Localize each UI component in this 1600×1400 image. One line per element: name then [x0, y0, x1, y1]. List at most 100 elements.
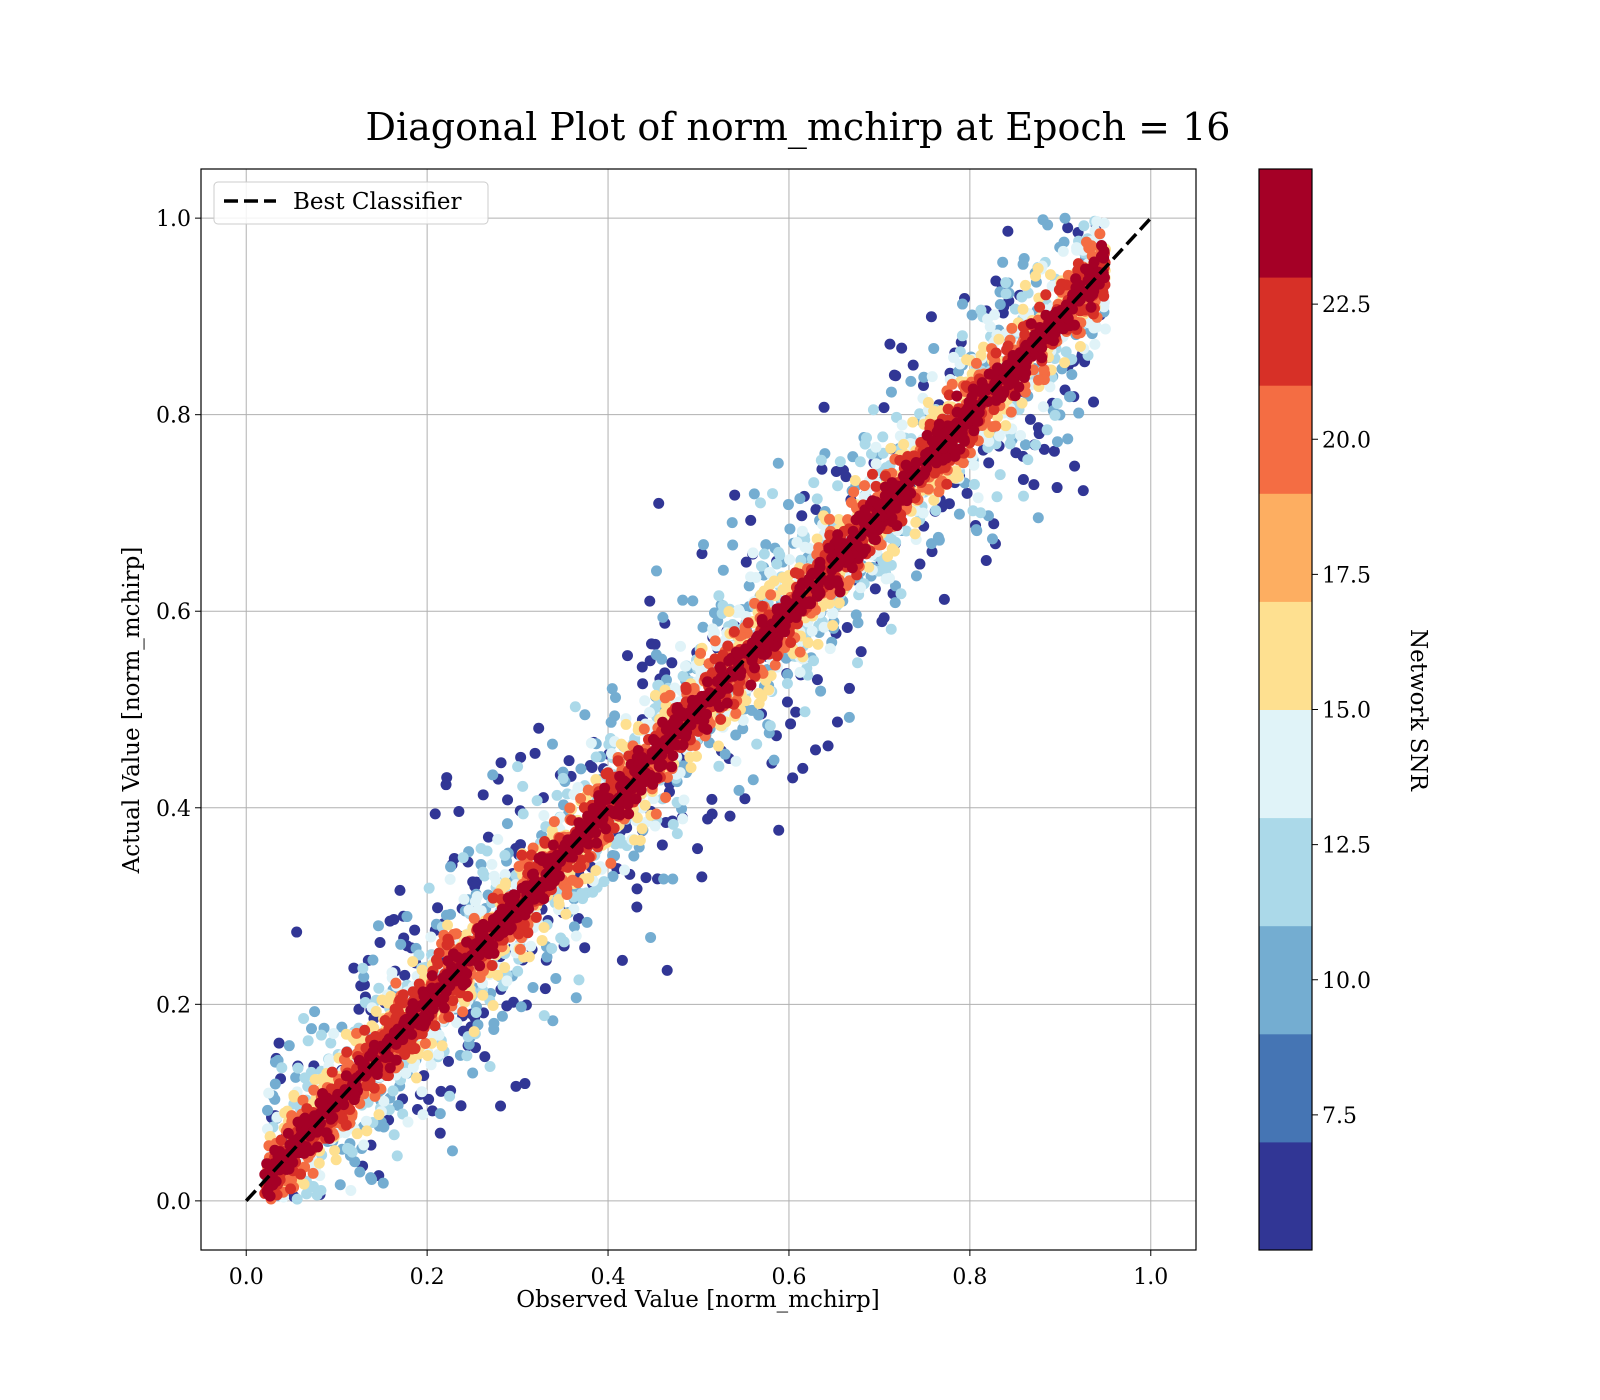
scatter-point	[966, 309, 978, 321]
scatter-point	[355, 980, 367, 992]
scatter-point	[811, 674, 823, 686]
scatter-point	[309, 1074, 321, 1086]
scatter-point	[803, 542, 815, 554]
scatter-point	[501, 975, 513, 987]
scatter-point	[445, 861, 457, 873]
scatter-point	[479, 1051, 491, 1063]
scatter-point	[1080, 236, 1092, 248]
scatter-point	[876, 616, 888, 628]
scatter-point	[986, 533, 998, 545]
scatter-point	[898, 438, 910, 450]
scatter-point	[680, 681, 692, 693]
scatter-point	[394, 884, 406, 896]
scatter-point	[1033, 374, 1045, 386]
scatter-point	[890, 580, 902, 592]
scatter-point	[590, 751, 602, 763]
scatter-point	[328, 1027, 340, 1039]
scatter-point	[696, 871, 708, 883]
scatter-point	[477, 789, 489, 801]
scatter-point	[715, 713, 727, 725]
scatter-point	[499, 869, 511, 881]
scatter-point	[843, 711, 855, 723]
scatter-point	[702, 813, 714, 825]
scatter-point	[550, 972, 562, 984]
scatter-point	[457, 852, 469, 864]
scatter-point	[990, 347, 1002, 359]
scatter-point	[499, 849, 511, 861]
scatter-point	[730, 729, 742, 741]
scatter-point	[397, 1108, 409, 1120]
scatter-point	[388, 913, 400, 925]
scatter-point	[680, 660, 692, 672]
scatter-point	[1099, 323, 1111, 335]
scatter-point	[644, 595, 656, 607]
scatter-point	[885, 623, 897, 635]
scatter-point	[740, 556, 752, 568]
scatter-point	[486, 858, 498, 870]
scatter-point	[888, 545, 900, 557]
scatter-point	[896, 342, 908, 354]
scatter-point	[794, 493, 806, 505]
scatter-point	[661, 964, 673, 976]
scatter-point	[442, 1055, 454, 1067]
scatter-point	[824, 643, 836, 655]
scatter-point	[467, 1067, 479, 1079]
scatter-point	[755, 560, 767, 572]
scatter-point	[827, 607, 839, 619]
scatter-point	[961, 354, 973, 366]
scatter-point	[484, 1060, 496, 1072]
scatter-point	[425, 1059, 437, 1071]
scatter-point	[638, 723, 650, 735]
scatter-point	[515, 1001, 527, 1013]
scatter-point	[782, 499, 794, 511]
scatter-point	[956, 330, 968, 342]
scatter-point	[928, 342, 940, 354]
scatter-point	[616, 954, 628, 966]
scatter-point	[359, 1024, 371, 1036]
scatter-point	[341, 1046, 353, 1058]
scatter-point	[907, 359, 919, 371]
scatter-point	[1057, 245, 1069, 257]
scatter-point	[816, 463, 828, 475]
scatter-point	[723, 605, 735, 617]
scatter-point	[771, 558, 783, 570]
scatter-point	[305, 1023, 317, 1035]
scatter-point	[885, 442, 897, 454]
scatter-point	[373, 1109, 385, 1121]
scatter-point	[568, 903, 580, 915]
scatter-point	[1000, 420, 1012, 432]
scatter-point	[1015, 430, 1027, 442]
scatter-point	[492, 833, 504, 845]
scatter-point	[395, 938, 407, 950]
scatter-point	[810, 744, 822, 756]
scatter-point	[859, 480, 871, 492]
scatter-point	[367, 954, 379, 966]
scatter-point	[372, 920, 384, 932]
scatter-point	[351, 1128, 363, 1140]
scatter-point	[677, 813, 689, 825]
scatter-point	[463, 904, 475, 916]
scatter-point	[993, 430, 1005, 442]
scatter-point	[1017, 303, 1029, 315]
scatter-point	[570, 992, 582, 1004]
scatter-point	[378, 1095, 390, 1107]
scatter-point	[896, 419, 908, 431]
scatter-point	[1089, 338, 1101, 350]
scatter-point	[529, 747, 541, 759]
scatter-point	[678, 794, 690, 806]
scatter-point	[758, 548, 770, 560]
scatter-point	[743, 580, 755, 592]
scatter-point	[425, 931, 437, 943]
scatter-point	[539, 983, 551, 995]
scatter-point	[713, 590, 725, 602]
scatter-point	[1032, 262, 1044, 274]
scatter-point	[739, 793, 751, 805]
scatter-point	[1098, 217, 1110, 229]
scatter-point	[313, 1157, 325, 1169]
scatter-point	[377, 1177, 389, 1189]
scatter-point	[514, 943, 526, 955]
scatter-point	[477, 989, 489, 1001]
scatter-point	[1002, 340, 1014, 352]
scatter-point	[263, 1087, 275, 1099]
scatter-point	[360, 1115, 372, 1127]
